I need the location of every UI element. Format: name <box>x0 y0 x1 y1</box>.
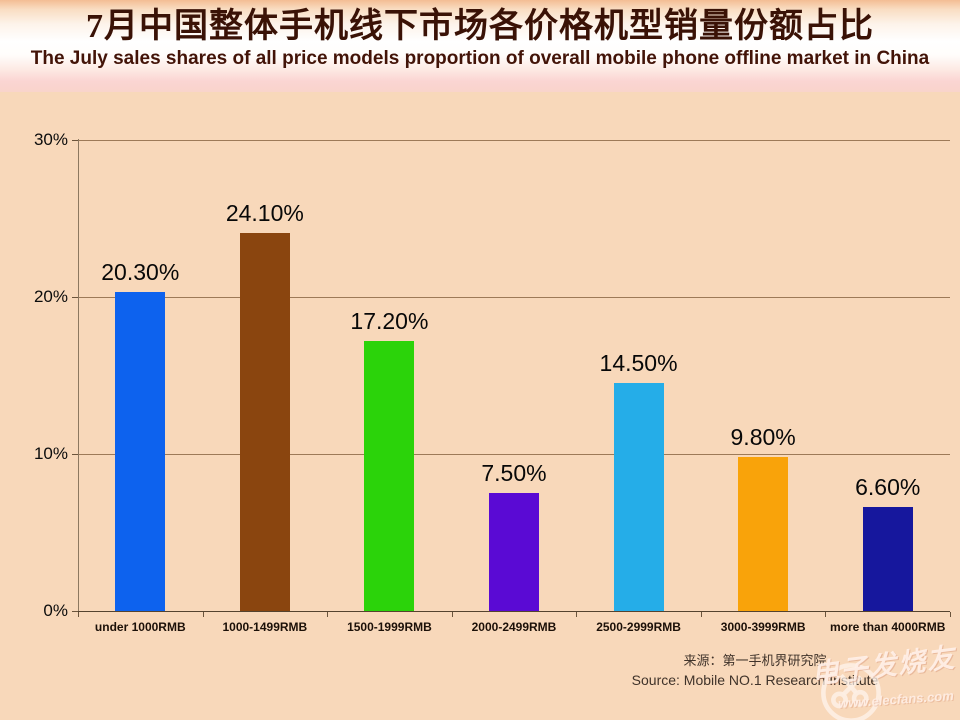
header: 7月中国整体手机线下市场各价格机型销量份额占比 The July sales s… <box>0 0 960 92</box>
x-axis-label: 2000-2499RMB <box>471 620 557 634</box>
source-note: 来源：第一手机界研究院 Source: Mobile NO.1 Research… <box>520 652 960 690</box>
x-axis-tick <box>576 612 578 617</box>
x-axis-line <box>78 611 950 612</box>
y-axis-tick <box>72 140 78 141</box>
bar <box>115 292 166 611</box>
bar-value-label: 14.50% <box>599 350 678 377</box>
bar <box>489 493 539 611</box>
bar <box>862 507 913 611</box>
y-axis-label: 30% <box>33 130 68 149</box>
bar-value-label: 6.60% <box>855 474 921 501</box>
y-axis-tick <box>72 297 78 298</box>
y-axis-line <box>78 139 79 611</box>
y-axis-tick <box>72 611 78 612</box>
x-axis-label: 3000-3999RMB <box>720 620 806 634</box>
x-axis-tick <box>700 612 702 617</box>
source-line-zh: 来源：第一手机界研究院 <box>683 653 827 668</box>
page-title: 7月中国整体手机线下市场各价格机型销量份额占比 <box>86 8 874 45</box>
x-axis-tick <box>451 612 453 617</box>
x-axis-tick <box>202 612 204 617</box>
x-axis-tick <box>825 612 827 617</box>
y-axis-tick <box>72 454 78 455</box>
source-line-en: Source: Mobile NO.1 Research Institute <box>631 672 879 688</box>
gridline <box>78 454 950 455</box>
bar-value-label: 20.30% <box>101 259 180 286</box>
x-axis-tick <box>78 612 79 617</box>
y-axis-label: 10% <box>33 444 68 463</box>
bar-value-label: 9.80% <box>730 424 796 451</box>
bar <box>364 340 415 611</box>
bar <box>613 383 664 611</box>
bar-value-label: 17.20% <box>350 307 429 334</box>
x-axis-label: under 1000RMB <box>94 620 186 634</box>
y-axis-label: 0% <box>43 601 68 620</box>
gridline <box>78 297 950 298</box>
bar-value-label: 24.10% <box>225 199 304 226</box>
bar <box>239 232 290 611</box>
bar-value-label: 7.50% <box>481 460 547 487</box>
page-subtitle: The July sales shares of all price model… <box>30 48 930 69</box>
x-axis-tick <box>950 612 951 617</box>
bar <box>738 457 789 611</box>
watermark-url: www.elecfans.com <box>837 687 955 712</box>
x-axis-label: 1500-1999RMB <box>347 620 432 634</box>
x-axis-label: more than 4000RMB <box>830 620 946 634</box>
x-axis-label: 2500-2999RMB <box>596 620 681 634</box>
gridline <box>78 140 950 141</box>
x-axis-tick <box>327 612 329 617</box>
x-axis-label: 1000-1499RMB <box>222 620 308 634</box>
y-axis-label: 20% <box>33 287 68 306</box>
